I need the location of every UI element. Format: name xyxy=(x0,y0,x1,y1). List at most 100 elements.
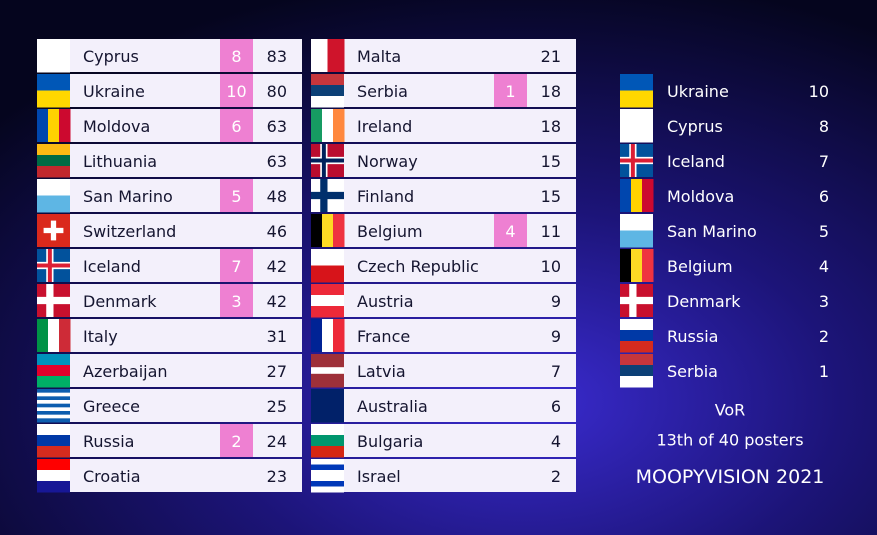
total-score: 21 xyxy=(541,47,561,66)
country-name: Iceland xyxy=(83,257,141,276)
row-background xyxy=(37,424,302,457)
total-score: 24 xyxy=(267,432,287,451)
flag-stripe xyxy=(620,179,632,212)
country-name: Belgium xyxy=(357,222,423,241)
points-received: 2 xyxy=(231,432,241,451)
row-background xyxy=(311,214,576,247)
flag-stripe xyxy=(311,96,344,108)
voter-name: VoR xyxy=(715,401,746,420)
flag-cross xyxy=(43,227,64,234)
vote-points: 10 xyxy=(809,82,829,101)
flag-stripe xyxy=(311,367,344,375)
row-background xyxy=(37,144,302,177)
flag-stripe xyxy=(311,265,344,283)
vote-points: 8 xyxy=(819,117,829,136)
flag-stripe xyxy=(311,373,344,381)
flag-stripe xyxy=(37,414,70,419)
flag-stripe xyxy=(37,179,70,196)
total-score: 27 xyxy=(267,362,287,381)
total-score: 9 xyxy=(551,292,561,311)
total-score: 42 xyxy=(267,292,287,311)
country-name: Moldova xyxy=(83,117,150,136)
flag-stripe xyxy=(620,330,653,342)
flag-stripe xyxy=(37,319,49,352)
total-score: 42 xyxy=(267,257,287,276)
flag-stripe xyxy=(37,74,70,91)
points-box xyxy=(494,74,527,107)
flag-stripe xyxy=(333,214,345,247)
country-name: Switzerland xyxy=(83,222,176,241)
flag xyxy=(311,179,344,212)
flag-stripe xyxy=(311,306,344,318)
flag-stripe xyxy=(620,90,653,108)
flag-stripe xyxy=(620,74,653,91)
flag-stripe xyxy=(37,481,70,493)
points-received: 8 xyxy=(231,47,241,66)
flag-stripe xyxy=(37,144,70,156)
country-name: San Marino xyxy=(83,187,173,206)
flag-cross xyxy=(311,158,344,163)
flag-stripe xyxy=(311,486,344,493)
total-score: 83 xyxy=(267,47,287,66)
flag-stripe xyxy=(48,109,60,142)
row-background xyxy=(311,179,576,212)
flag xyxy=(620,214,653,248)
vote-points: 5 xyxy=(819,222,829,241)
total-score: 25 xyxy=(267,397,287,416)
flag xyxy=(37,144,70,178)
flag xyxy=(620,284,653,317)
vote-points: 7 xyxy=(819,152,829,171)
total-score: 15 xyxy=(541,152,561,171)
flag xyxy=(37,179,70,213)
total-score: 18 xyxy=(541,117,561,136)
flag-stripe xyxy=(59,319,71,352)
flag-stripe xyxy=(311,435,344,447)
country-name: Cyprus xyxy=(83,47,139,66)
flag-stripe xyxy=(311,39,328,72)
points-box xyxy=(220,179,253,212)
flag-stripe xyxy=(620,341,653,353)
flag xyxy=(37,284,70,317)
points-box xyxy=(220,284,253,317)
flag-stripe xyxy=(620,230,653,248)
points-box xyxy=(220,249,253,282)
flag-cross xyxy=(311,193,344,198)
flag-stripe xyxy=(311,446,344,458)
flag-cross xyxy=(620,158,653,163)
flag-stripe xyxy=(37,155,70,167)
vote-country: Belgium xyxy=(667,257,733,276)
country-name: Ireland xyxy=(357,117,412,136)
country-name: Australia xyxy=(357,397,428,416)
flag-stripe xyxy=(37,109,49,142)
flag-stripe xyxy=(48,319,60,352)
flag-stripe xyxy=(311,380,344,388)
row-background xyxy=(311,354,576,387)
flag-stripe xyxy=(311,481,344,487)
flag xyxy=(37,109,71,142)
flag-stripe xyxy=(620,109,653,143)
flag-stripe xyxy=(311,85,344,97)
flag-stripe xyxy=(311,354,344,362)
flag-stripe xyxy=(322,214,334,247)
flag-stripe xyxy=(37,392,70,397)
total-score: 48 xyxy=(267,187,287,206)
row-background xyxy=(311,39,576,72)
flag xyxy=(37,74,70,108)
row-background xyxy=(311,109,576,142)
country-name: Azerbaijan xyxy=(83,362,168,381)
vote-country: Cyprus xyxy=(667,117,723,136)
row-background xyxy=(311,424,576,457)
flag xyxy=(620,179,654,212)
country-name: Austria xyxy=(357,292,414,311)
total-score: 7 xyxy=(551,362,561,381)
flag-stripe xyxy=(311,74,344,86)
flag xyxy=(311,319,345,352)
total-score: 63 xyxy=(267,117,287,136)
country-name: Denmark xyxy=(83,292,157,311)
flag-cross xyxy=(37,263,70,268)
flag-stripe xyxy=(37,424,70,436)
flag-stripe xyxy=(37,376,70,388)
flag-stripe xyxy=(37,470,70,482)
flag xyxy=(37,459,70,493)
flag xyxy=(620,109,653,143)
